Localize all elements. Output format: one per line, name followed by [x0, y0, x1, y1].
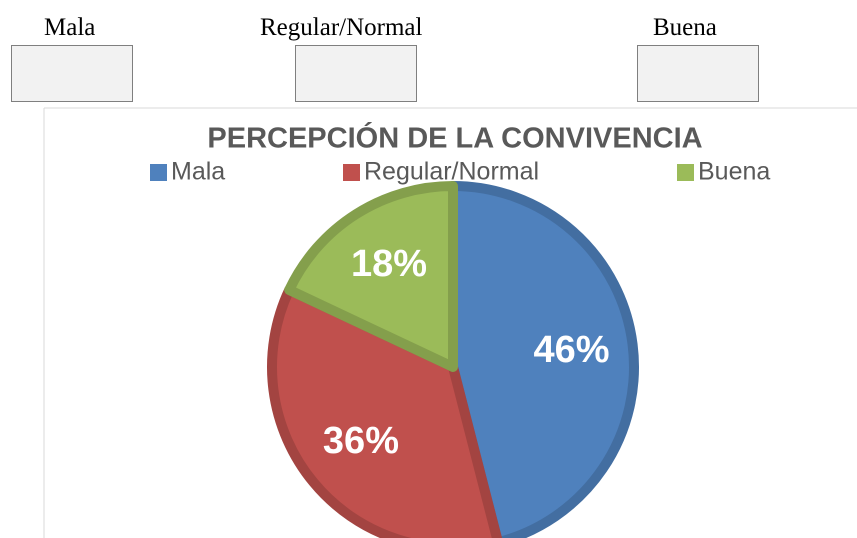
option-label: Mala	[44, 14, 96, 41]
legend-label: Buena	[698, 158, 770, 186]
chart-title: PERCEPCIÓN DE LA CONVIVENCIA	[207, 121, 702, 155]
option-label: Regular/Normal	[260, 14, 423, 41]
checkbox[interactable]	[637, 45, 759, 102]
checkbox[interactable]	[11, 45, 133, 102]
legend-swatch	[343, 164, 360, 181]
data-label: 36%	[323, 420, 399, 462]
data-label: 46%	[533, 329, 609, 371]
option-label: Buena	[653, 14, 717, 41]
data-label: 18%	[351, 243, 427, 285]
pie-slice	[284, 181, 458, 372]
legend-label: Mala	[171, 158, 225, 186]
legend-swatch	[677, 164, 694, 181]
legend-label: Regular/Normal	[364, 158, 539, 186]
pie-slice	[448, 181, 639, 538]
checkbox[interactable]	[295, 45, 417, 102]
legend-swatch	[150, 164, 167, 181]
pie-slice	[267, 284, 503, 538]
